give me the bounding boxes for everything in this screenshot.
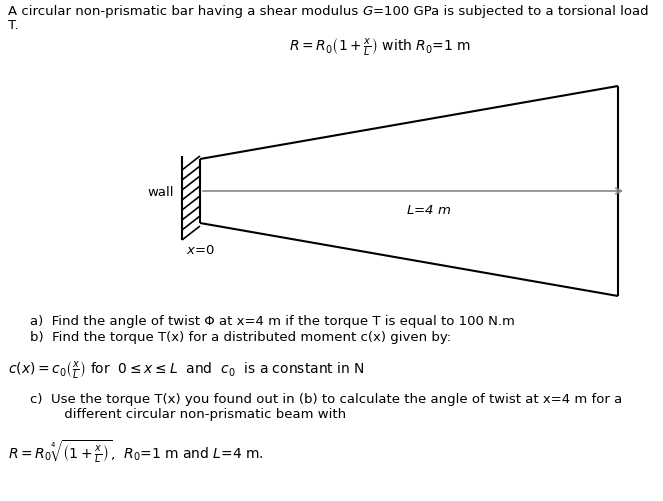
Text: $L$=4 m: $L$=4 m xyxy=(406,203,452,216)
Text: T.: T. xyxy=(8,19,19,32)
Text: A circular non-prismatic bar having a shear modulus: A circular non-prismatic bar having a sh… xyxy=(8,5,363,18)
Text: c)  Use the torque T(x) you found out in (b) to calculate the angle of twist at : c) Use the torque T(x) you found out in … xyxy=(30,392,623,405)
Text: b)  Find the torque T(x) for a distributed moment c(x) given by:: b) Find the torque T(x) for a distribute… xyxy=(30,330,451,343)
Text: =100 GPa is subjected to a torsional load: =100 GPa is subjected to a torsional loa… xyxy=(373,5,648,18)
Text: wall: wall xyxy=(147,185,174,198)
Text: $R = R_0\left(1 + \frac{x}{L}\right)$ with $R_0$=1 m: $R = R_0\left(1 + \frac{x}{L}\right)$ wi… xyxy=(289,36,471,58)
Text: a)  Find the angle of twist Φ at x=4 m if the torque T is equal to 100 N.m: a) Find the angle of twist Φ at x=4 m if… xyxy=(30,314,515,327)
Text: $x$=0: $x$=0 xyxy=(186,243,214,257)
Text: G: G xyxy=(363,5,373,18)
Text: $R = R_0\sqrt[4]{\left(1 + \frac{x}{L}\right)}$,  $R_0$=1 m and $L$=4 m.: $R = R_0\sqrt[4]{\left(1 + \frac{x}{L}\r… xyxy=(8,437,264,464)
Text: different circular non-prismatic beam with: different circular non-prismatic beam wi… xyxy=(43,407,346,420)
Text: $c(x) = c_0\left(\frac{x}{L}\right)$ for  $0 \leq x \leq L$  and  $c_0$  is a co: $c(x) = c_0\left(\frac{x}{L}\right)$ for… xyxy=(8,358,365,380)
